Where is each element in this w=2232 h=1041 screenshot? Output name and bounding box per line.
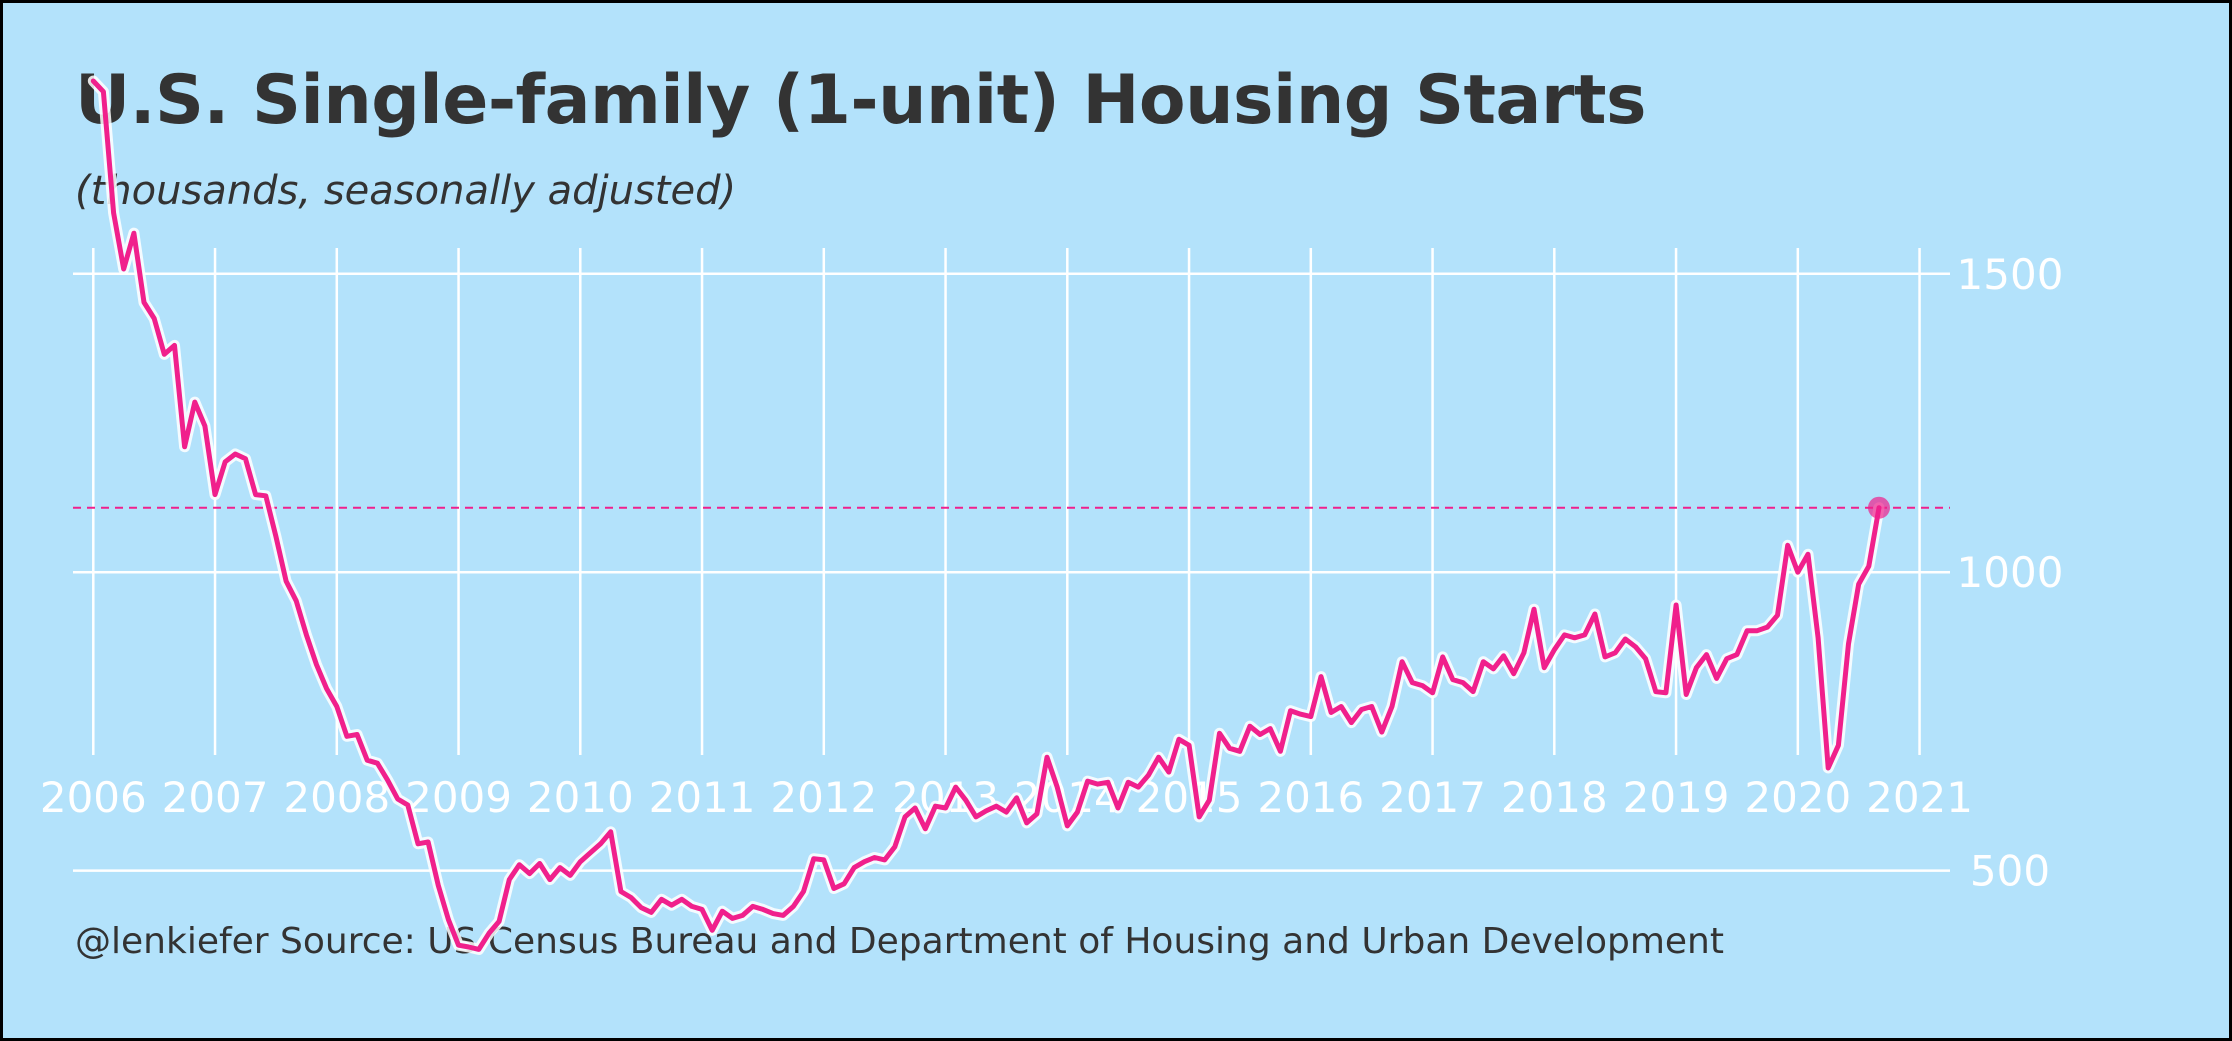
latest-data-point: [1867, 496, 1890, 519]
y-tick-label: 1500: [1957, 250, 2064, 299]
x-tick-label: 2010: [527, 773, 634, 822]
chart-panel: U.S. Single-family (1-unit) Housing Star…: [3, 3, 2229, 1038]
x-tick-label: 2006: [40, 773, 147, 822]
x-tick-label: 2021: [1866, 773, 1973, 822]
y-tick-label: 500: [1970, 847, 2050, 896]
x-tick-label: 2020: [1744, 773, 1851, 822]
series-layer: [87, 75, 1890, 955]
x-tick-label: 2016: [1257, 773, 1364, 822]
grid-lines: [73, 248, 1950, 872]
y-axis-ticks: 500 1000 1500: [1957, 250, 2064, 896]
x-axis-ticks: 2006 2007 2008 2009 2010 2011 2012 2013 2014 2015…: [40, 773, 1973, 822]
chart-title: U.S. Single-family (1-unit) Housing Star…: [75, 61, 1646, 140]
x-tick-label: 2008: [283, 773, 390, 822]
x-tick-label: 2019: [1623, 773, 1730, 822]
series-line: [90, 78, 1882, 952]
x-tick-label: 2011: [649, 773, 756, 822]
source-caption: @lenkiefer Source: US Census Bureau and …: [75, 921, 1724, 962]
y-tick-label: 1000: [1957, 548, 2064, 597]
x-tick-label: 2007: [162, 773, 269, 822]
x-tick-label: 2018: [1501, 773, 1608, 822]
x-tick-label: 2017: [1379, 773, 1486, 822]
chart-subtitle: (thousands, seasonally adjusted): [75, 168, 737, 214]
x-tick-label: 2012: [770, 773, 877, 822]
x-tick-label: 2009: [405, 773, 512, 822]
